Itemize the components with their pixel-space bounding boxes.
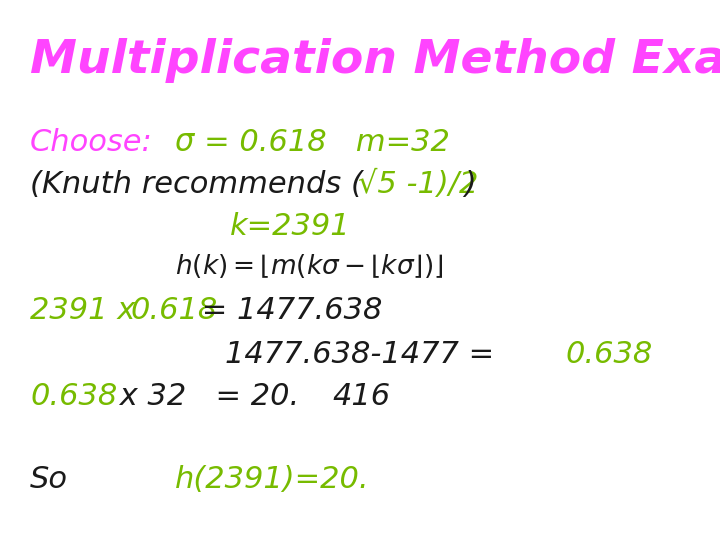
Text: 0.638: 0.638	[30, 382, 117, 411]
Text: 1477.638-1477 =: 1477.638-1477 =	[225, 340, 504, 369]
Text: x 32   = 20.: x 32 = 20.	[110, 382, 300, 411]
Text: σ = 0.618   m=32: σ = 0.618 m=32	[175, 128, 450, 157]
Text: 0.618: 0.618	[130, 296, 217, 325]
Text: Multiplication Method Example: Multiplication Method Example	[30, 38, 720, 83]
Text: Choose:: Choose:	[30, 128, 153, 157]
Text: h(2391)=20.: h(2391)=20.	[175, 465, 369, 494]
Text: 416: 416	[332, 382, 390, 411]
Text: √5 -1)/2: √5 -1)/2	[358, 170, 478, 199]
Text: = 1477.638: = 1477.638	[192, 296, 382, 325]
Text: k=2391: k=2391	[230, 212, 351, 241]
Text: ): )	[455, 170, 477, 199]
Text: $h(k) = \lfloor m(k\sigma - \lfloor k\sigma \rfloor)\rfloor$: $h(k) = \lfloor m(k\sigma - \lfloor k\si…	[175, 252, 444, 280]
Text: 2391 x: 2391 x	[30, 296, 145, 325]
Text: 0.638: 0.638	[565, 340, 652, 369]
Text: (Knuth recommends (: (Knuth recommends (	[30, 170, 363, 199]
Text: So: So	[30, 465, 68, 494]
